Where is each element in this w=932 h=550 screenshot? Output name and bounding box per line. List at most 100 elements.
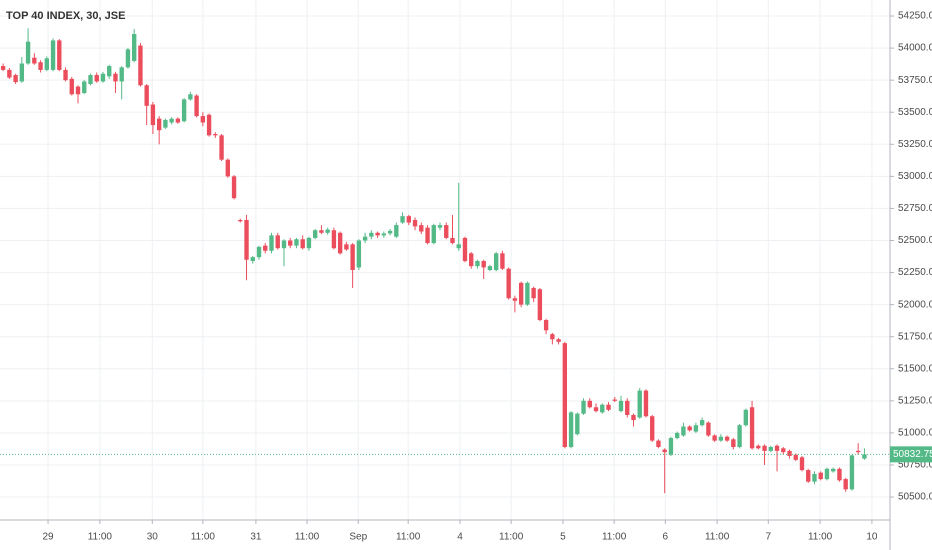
candle-body [94,75,99,82]
candle-body [263,245,268,251]
candle-body [312,230,318,238]
candle-body [787,450,792,456]
candle-body [175,118,181,123]
candle-body [843,479,848,490]
candle-body [7,69,12,78]
candle-body [862,454,867,459]
candle-body [799,457,805,471]
candle-body [412,219,418,227]
candle-body [812,473,817,482]
candle-body [19,63,25,82]
candle-body [824,468,830,480]
candle-body [431,225,436,244]
candle-body [219,135,224,160]
candle-body [631,414,636,421]
y-tick-label: 53250.00 [898,139,932,150]
x-tick-label: 4 [457,532,463,543]
candle-body [737,425,742,448]
candle-body [38,62,43,70]
candle-body [113,73,118,82]
candle-body [381,233,387,236]
candle-body [144,85,149,106]
candle-body [256,246,262,258]
candle-body [855,450,861,453]
candle-body [100,73,106,82]
candle-body [194,95,199,117]
y-tick-label: 52750.00 [898,203,932,214]
candle-body [181,99,187,122]
candle-body [188,94,193,100]
x-tick-label: 31 [250,532,262,543]
candle-body [774,445,780,451]
candle-body [200,116,206,123]
candle-body [512,298,518,301]
candle-body [356,240,362,268]
candle-body [63,69,68,81]
candle-body [57,40,62,70]
candle-body [724,436,730,441]
candle-body [344,244,349,250]
candle-body [593,407,599,412]
x-tick-label: 7 [766,532,772,543]
y-tick-label: 53750.00 [898,75,932,86]
candle-body [13,75,18,83]
candle-body [75,86,81,95]
y-tick-label: 54250.00 [898,11,932,22]
candle-body [450,237,455,244]
candle-body [288,240,293,246]
y-tick-label: 53000.00 [898,171,932,182]
candle-body [831,468,836,472]
x-tick-label: 11:00 [191,532,216,543]
candle-body [656,440,661,448]
y-tick-label: 50750.00 [898,460,932,471]
candle-body [375,232,380,236]
y-tick-label: 50500.00 [898,492,932,503]
last-price-label: 50832.75 [893,449,932,460]
candle-body [456,244,461,249]
candle-body [50,40,56,70]
candle-body [107,66,112,77]
candle-body [387,230,393,234]
y-tick-label: 51000.00 [898,428,932,439]
candle-body [400,216,405,223]
candle-body [32,57,37,64]
candle-body [269,235,274,251]
candle-body [231,176,237,199]
candle-body [250,257,255,262]
candle-body [681,426,686,436]
candle-body [138,45,143,86]
candle-body [444,225,449,238]
candle-body [600,404,605,413]
candle-body [225,159,230,177]
x-tick-label: 5 [560,532,566,543]
candle-body [69,78,74,95]
candle-body [768,447,773,451]
x-tick-label: 11:00 [396,532,421,543]
y-tick-label: 51750.00 [898,331,932,342]
candle-body [612,399,617,401]
candle-body [331,230,337,249]
y-tick-label: 52000.00 [898,299,932,310]
x-tick-label: 11:00 [88,532,113,543]
candle-body [587,400,592,408]
x-tick-label: 11:00 [705,532,730,543]
candle-body [238,219,243,222]
candle-body [163,119,168,128]
y-tick-label: 54000.00 [898,43,932,54]
candle-body [793,454,798,460]
x-tick-label: 10 [866,532,878,543]
candle-body [781,448,786,453]
candle-body [425,227,430,244]
candle-body [300,239,305,249]
candle-body [662,449,667,453]
candle-body [294,239,299,246]
candle-body [756,445,761,449]
candle-body [550,334,555,340]
candle-body [325,229,330,233]
candle-body [693,425,699,432]
candle-body [44,58,49,70]
candle-body [369,232,374,237]
candle-body [206,114,212,136]
candle-body [437,225,443,228]
y-tick-label: 51250.00 [898,395,932,406]
